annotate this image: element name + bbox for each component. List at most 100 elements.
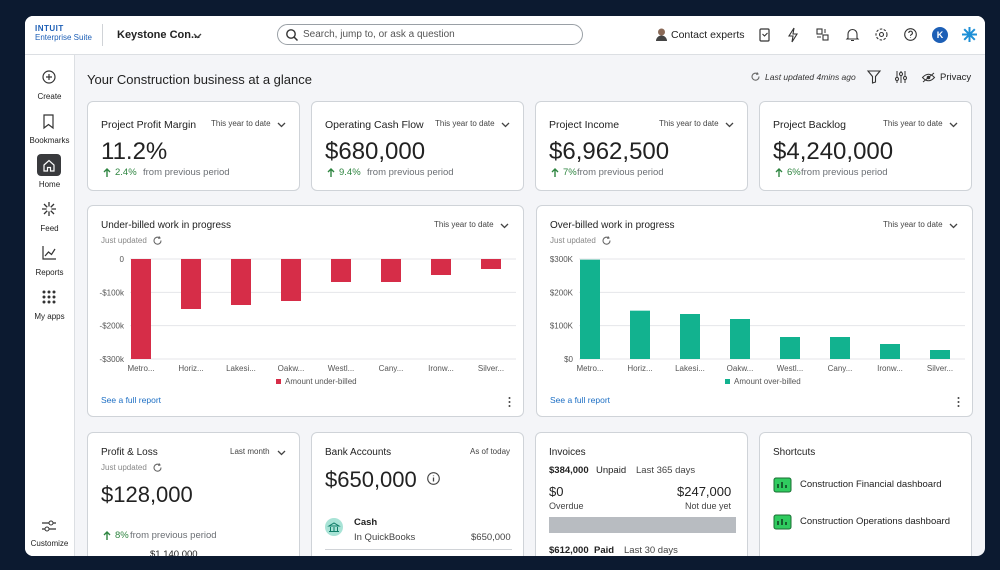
- expert-avatar: [656, 28, 667, 41]
- kpi-card: Project Income This year to date $6,962,50…: [535, 101, 748, 191]
- contact-experts[interactable]: Contact experts: [671, 29, 745, 41]
- unpaid-bar: [549, 517, 736, 533]
- more-menu[interactable]: [508, 397, 511, 407]
- chevron: [193, 33, 202, 39]
- toolbar-icon[interactable]: [875, 28, 888, 42]
- chart-title: Over-billed work in progress: [550, 220, 675, 231]
- kpi-card: Operating Cash Flow This year to date $680…: [311, 101, 524, 191]
- x-tick-label: Westl...: [777, 364, 804, 373]
- toolbar-icon[interactable]: [904, 28, 917, 42]
- nav-icon: [42, 202, 56, 216]
- chart-status: Just updated: [550, 236, 596, 245]
- up-arrow: [551, 168, 559, 177]
- period-select[interactable]: This year to date: [434, 220, 494, 229]
- bar: [580, 259, 600, 359]
- bank-value: $650,000: [325, 467, 417, 492]
- nav-item[interactable]: Create: [25, 65, 74, 105]
- report-link[interactable]: See a full report: [550, 395, 611, 405]
- card-title: Profit & Loss: [101, 447, 158, 458]
- kpi-value: 11.2%: [101, 138, 168, 165]
- period-select[interactable]: This year to date: [435, 119, 495, 128]
- overdue-label: Overdue: [549, 501, 584, 511]
- x-tick-label: Horiz...: [178, 364, 203, 373]
- refresh-icon: [751, 72, 760, 81]
- kpi-change: 9.4%: [339, 167, 361, 178]
- period-select[interactable]: This year to date: [211, 119, 271, 128]
- paid-label: Paid: [594, 545, 615, 556]
- nav-item[interactable]: My apps: [25, 285, 74, 325]
- more-menu[interactable]: [957, 397, 960, 407]
- pl-change-note: from previous period: [130, 530, 217, 541]
- last-updated: Last updated 4mins ago: [765, 72, 856, 82]
- legend-label: Amount under-billed: [285, 377, 357, 386]
- assistant-icon[interactable]: [962, 27, 977, 42]
- y-tick-label: -$100k: [100, 288, 125, 297]
- bar: [281, 259, 301, 301]
- nav-item[interactable]: Feed: [25, 197, 74, 237]
- chevron: [277, 450, 286, 456]
- shortcut-icon: [773, 477, 792, 493]
- x-tick-label: Lakesi...: [226, 364, 256, 373]
- nav-item[interactable]: Bookmarks: [25, 109, 74, 149]
- y-tick-label: $300K: [550, 255, 574, 264]
- customize[interactable]: Customize: [25, 515, 74, 555]
- bar: [880, 344, 900, 359]
- period-select[interactable]: This year to date: [659, 119, 719, 128]
- y-tick-label: -$200k: [100, 322, 125, 331]
- overdue-amount: $0: [549, 484, 564, 499]
- y-tick-label: 0: [120, 255, 125, 264]
- chart-title: Under-billed work in progress: [101, 220, 232, 231]
- period-select[interactable]: Last month: [230, 447, 270, 456]
- period-select[interactable]: This year to date: [883, 220, 943, 229]
- kpi-change-note: from previous period: [367, 167, 454, 178]
- bar: [630, 310, 650, 359]
- bar: [930, 350, 950, 359]
- privacy-icon[interactable]: [921, 72, 936, 83]
- refresh-icon: [153, 463, 162, 472]
- bar: [431, 259, 451, 275]
- nav-label: Feed: [40, 224, 59, 233]
- period-select[interactable]: This year to date: [883, 119, 943, 128]
- company-switcher[interactable]: Keystone Con...: [117, 29, 201, 41]
- bar: [680, 314, 700, 359]
- toolbar-icon[interactable]: [816, 28, 829, 42]
- nav-icon: [42, 70, 56, 84]
- x-tick-label: Ironw...: [428, 364, 454, 373]
- filter-icon[interactable]: [866, 70, 882, 84]
- not-due-label: Not due yet: [685, 501, 732, 511]
- top-bar: INTUIT Enterprise Suite Keystone Con... Sea…: [25, 16, 985, 55]
- nav-item[interactable]: Home: [25, 153, 74, 193]
- chevron: [501, 122, 510, 128]
- sidebar: Create Bookmarks Home Feed Reports My apps Cus…: [25, 55, 75, 556]
- up-arrow: [103, 168, 111, 177]
- paid-period: Last 30 days: [624, 545, 678, 556]
- chart: 0 -$100k -$200k -$300k Amount under-billed Me…: [100, 255, 516, 386]
- active-marker: [37, 154, 61, 176]
- privacy[interactable]: Privacy: [940, 72, 972, 83]
- search-placeholder: Search, jump to, or ask a question: [303, 29, 455, 40]
- x-tick-label: Silver...: [927, 364, 953, 373]
- report-link[interactable]: See a full report: [101, 395, 162, 405]
- nav-item[interactable]: Reports: [25, 241, 74, 281]
- card-title: Shortcuts: [773, 447, 816, 458]
- search-box[interactable]: Search, jump to, or ask a question: [277, 24, 583, 45]
- toolbar-icon[interactable]: [758, 28, 771, 42]
- shortcut-link[interactable]: Construction Financial dashboard: [800, 479, 942, 490]
- divider: [102, 24, 103, 46]
- page-title: Your Construction business at a glance: [87, 72, 312, 87]
- chevron: [277, 122, 286, 128]
- toolbar-icon[interactable]: [787, 27, 800, 43]
- bar: [131, 259, 151, 359]
- settings-icon[interactable]: [895, 71, 907, 83]
- kpi-card: Project Profit Margin This year to date 11…: [87, 101, 300, 191]
- x-tick-label: Metro...: [127, 364, 154, 373]
- shortcut-link[interactable]: Construction Operations dashboard: [800, 516, 950, 527]
- kpi-value: $6,962,500: [549, 138, 670, 165]
- avatar[interactable]: K: [932, 27, 948, 43]
- chevron: [500, 223, 509, 229]
- customize-icon: [42, 520, 56, 532]
- bar: [481, 259, 501, 269]
- nav-icon: [43, 114, 54, 130]
- toolbar-icon[interactable]: [845, 28, 860, 42]
- unpaid-label: Unpaid: [596, 465, 627, 476]
